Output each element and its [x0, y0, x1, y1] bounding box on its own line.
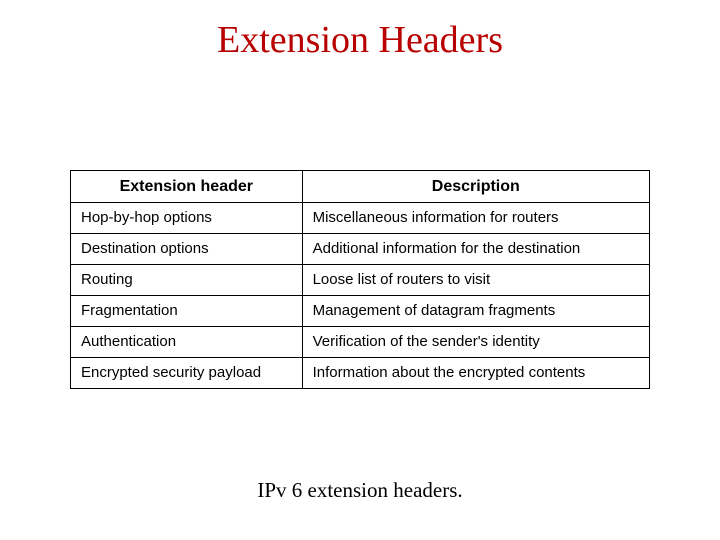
table-cell: Destination options — [71, 234, 303, 265]
table-row: Fragmentation Management of datagram fra… — [71, 296, 650, 327]
table-row: Destination options Additional informati… — [71, 234, 650, 265]
table-body: Hop-by-hop options Miscellaneous informa… — [71, 203, 650, 389]
table-cell: Information about the encrypted contents — [302, 358, 649, 389]
extension-headers-table-wrap: Extension header Description Hop-by-hop … — [70, 170, 650, 389]
table-cell: Verification of the sender's identity — [302, 327, 649, 358]
table-cell: Encrypted security payload — [71, 358, 303, 389]
table-cell: Hop-by-hop options — [71, 203, 303, 234]
table-row: Routing Loose list of routers to visit — [71, 265, 650, 296]
table-cell: Additional information for the destinati… — [302, 234, 649, 265]
table-cell: Routing — [71, 265, 303, 296]
slide: Extension Headers Extension header Descr… — [0, 0, 720, 540]
table-cell: Authentication — [71, 327, 303, 358]
slide-caption: IPv 6 extension headers. — [0, 478, 720, 503]
table-header-cell: Description — [302, 171, 649, 203]
table-cell: Miscellaneous information for routers — [302, 203, 649, 234]
table-cell: Management of datagram fragments — [302, 296, 649, 327]
table-cell: Fragmentation — [71, 296, 303, 327]
table-header-cell: Extension header — [71, 171, 303, 203]
table-row: Encrypted security payload Information a… — [71, 358, 650, 389]
table-row: Hop-by-hop options Miscellaneous informa… — [71, 203, 650, 234]
table-header-row: Extension header Description — [71, 171, 650, 203]
slide-title: Extension Headers — [0, 18, 720, 62]
table-cell: Loose list of routers to visit — [302, 265, 649, 296]
extension-headers-table: Extension header Description Hop-by-hop … — [70, 170, 650, 389]
table-row: Authentication Verification of the sende… — [71, 327, 650, 358]
